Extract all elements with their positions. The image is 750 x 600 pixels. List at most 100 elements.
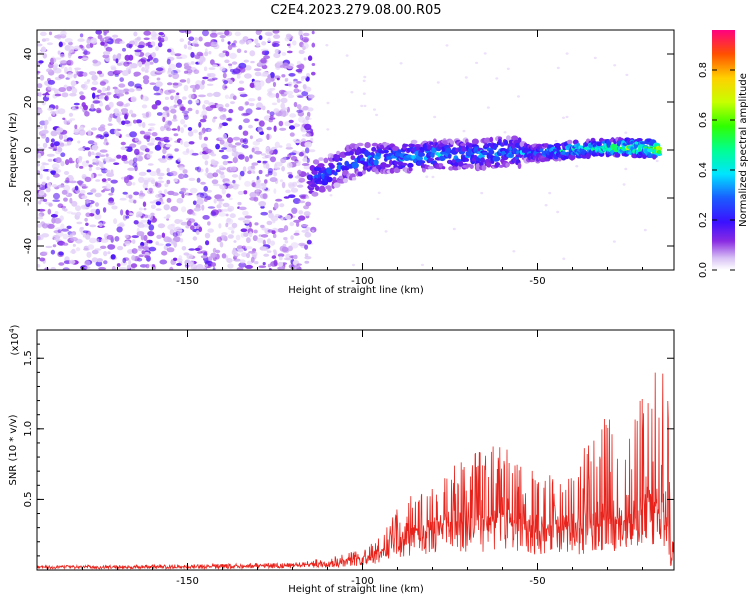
noise-blob bbox=[151, 52, 156, 58]
noise-blob bbox=[227, 205, 235, 212]
noise-blob bbox=[262, 160, 268, 164]
noise-blob bbox=[76, 70, 80, 76]
noise-blob bbox=[194, 43, 199, 47]
noise-blob bbox=[45, 187, 51, 193]
noise-blob bbox=[219, 66, 226, 72]
noise-blob bbox=[270, 240, 276, 246]
signal-blob bbox=[511, 135, 519, 141]
spectrogram-panel: -150 -100 -50 -40 -20 0 20 40 Height of straigh… bbox=[8, 29, 749, 296]
noise-blob bbox=[169, 266, 174, 270]
noise-blob bbox=[201, 79, 205, 85]
noise-blob bbox=[495, 77, 499, 80]
noise-blob bbox=[84, 217, 88, 222]
noise-blob bbox=[81, 102, 86, 108]
noise-blob bbox=[85, 160, 90, 164]
noise-blob bbox=[242, 139, 247, 143]
noise-blob bbox=[144, 64, 150, 71]
noise-blob bbox=[158, 190, 163, 194]
noise-blob bbox=[178, 166, 185, 171]
noise-blob bbox=[260, 211, 269, 216]
noise-blob bbox=[132, 161, 138, 168]
noise-blob bbox=[98, 222, 103, 228]
noise-blob bbox=[173, 236, 181, 243]
noise-blob bbox=[303, 205, 310, 210]
noise-blob bbox=[225, 213, 229, 217]
noise-blob bbox=[183, 114, 189, 120]
noise-blob bbox=[249, 50, 256, 57]
noise-blob bbox=[198, 134, 203, 140]
noise-blob bbox=[196, 166, 202, 173]
noise-blob bbox=[198, 83, 205, 90]
signal-blob bbox=[311, 191, 319, 197]
noise-blob bbox=[95, 166, 101, 171]
signal-blob bbox=[417, 160, 426, 164]
noise-blob bbox=[207, 129, 212, 132]
noise-blob bbox=[219, 184, 227, 190]
noise-blob bbox=[42, 162, 50, 166]
noise-blob bbox=[39, 257, 46, 262]
noise-blob bbox=[233, 183, 237, 186]
noise-blob bbox=[193, 207, 201, 212]
noise-blob bbox=[273, 259, 278, 266]
noise-blob bbox=[212, 117, 216, 123]
noise-blob bbox=[218, 106, 224, 112]
noise-blob bbox=[59, 215, 64, 221]
noise-blob bbox=[87, 244, 95, 250]
noise-blob bbox=[89, 107, 96, 112]
noise-blob bbox=[60, 205, 66, 209]
noise-blob bbox=[106, 91, 112, 95]
noise-blob bbox=[180, 106, 186, 111]
noise-blob bbox=[147, 142, 155, 146]
noise-blob bbox=[276, 60, 283, 66]
noise-blob bbox=[105, 153, 109, 157]
noise-blob bbox=[166, 58, 171, 65]
noise-blob bbox=[183, 252, 190, 256]
noise-blob bbox=[138, 123, 142, 127]
noise-blob bbox=[99, 81, 106, 86]
noise-blob bbox=[77, 74, 84, 77]
signal-blob bbox=[317, 163, 325, 168]
noise-blob bbox=[266, 220, 273, 226]
noise-blob bbox=[202, 104, 206, 110]
noise-blob bbox=[143, 241, 149, 247]
noise-blob bbox=[41, 233, 50, 238]
noise-blob bbox=[226, 258, 233, 263]
noise-blob bbox=[56, 127, 64, 133]
noise-blob bbox=[120, 141, 126, 146]
noise-blob bbox=[285, 189, 291, 194]
noise-blob bbox=[203, 198, 208, 202]
noise-blob bbox=[311, 229, 315, 232]
noise-blob bbox=[207, 221, 211, 226]
noise-blob bbox=[157, 223, 166, 229]
noise-blob bbox=[221, 232, 228, 236]
noise-blob bbox=[118, 83, 126, 88]
noise-blob bbox=[260, 48, 269, 52]
noise-blob bbox=[63, 171, 70, 175]
noise-blob bbox=[41, 129, 49, 134]
noise-blob bbox=[252, 140, 260, 146]
noise-blob bbox=[141, 104, 148, 109]
noise-blob bbox=[92, 158, 99, 163]
noise-blob bbox=[47, 78, 51, 82]
noise-blob bbox=[219, 114, 227, 120]
noise-blob bbox=[233, 240, 237, 243]
noise-blob bbox=[218, 149, 225, 153]
noise-blob bbox=[229, 166, 237, 172]
noise-blob bbox=[90, 127, 98, 131]
noise-blob bbox=[284, 36, 290, 42]
noise-blob bbox=[107, 123, 113, 126]
noise-blob bbox=[171, 128, 178, 131]
noise-blob bbox=[39, 173, 43, 180]
noise-blob bbox=[293, 88, 300, 94]
noise-blob bbox=[247, 170, 252, 175]
noise-blob bbox=[205, 148, 212, 154]
noise-blob bbox=[276, 98, 281, 103]
noise-blob bbox=[54, 93, 62, 97]
signal-blob bbox=[506, 135, 511, 141]
noise-blob bbox=[196, 198, 204, 205]
noise-blob bbox=[160, 142, 165, 148]
noise-blob bbox=[210, 153, 217, 157]
noise-blob bbox=[149, 264, 153, 267]
noise-blob bbox=[100, 92, 106, 96]
noise-blob bbox=[166, 247, 175, 253]
